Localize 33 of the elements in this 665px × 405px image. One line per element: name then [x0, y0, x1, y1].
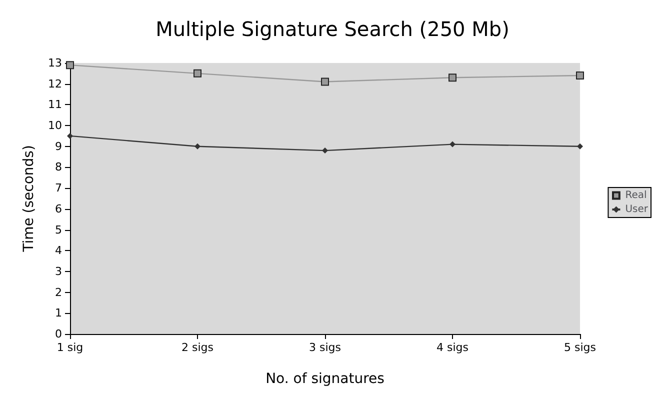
y-tick-label: 11	[48, 98, 62, 112]
x-tick-label: 4 sigs	[436, 341, 469, 354]
x-tick-label: 3 sigs	[309, 341, 342, 354]
legend-label: Real	[625, 190, 647, 201]
x-tick-label: 1 sig	[56, 341, 84, 354]
point	[321, 78, 329, 86]
point	[577, 143, 583, 150]
y-tick-label: 10	[48, 119, 62, 132]
y-tick-label: 9	[55, 140, 62, 153]
point	[576, 72, 584, 80]
x-tick-label: 2 sigs	[182, 341, 214, 354]
legend-label: User	[625, 204, 649, 215]
x-axis-title: No. of signatures	[266, 371, 384, 387]
point	[450, 141, 456, 148]
y-tick-label: 2	[55, 286, 62, 299]
chart-title: Multiple Signature Search (250 Mb)	[156, 17, 510, 41]
x-tick-label: 5 sigs	[564, 341, 596, 354]
point	[67, 132, 73, 139]
y-tick-label: 1	[55, 306, 62, 320]
point	[448, 74, 456, 82]
y-tick-label: 6	[55, 202, 62, 216]
y-tick-label: 4	[55, 244, 62, 258]
y-tick-label: 3	[55, 264, 62, 278]
point	[194, 143, 200, 150]
y-axis-title: Time (seconds)	[21, 145, 37, 253]
y-tick-label: 7	[55, 182, 62, 195]
y-tick-label: 13	[48, 56, 62, 70]
point	[194, 69, 202, 78]
y-tick-label: 0	[55, 328, 62, 340]
y-tick-label: 12	[48, 77, 62, 90]
y-tick-label: 8	[55, 160, 62, 174]
y-tick-label: 5	[55, 223, 62, 236]
point	[322, 148, 328, 154]
